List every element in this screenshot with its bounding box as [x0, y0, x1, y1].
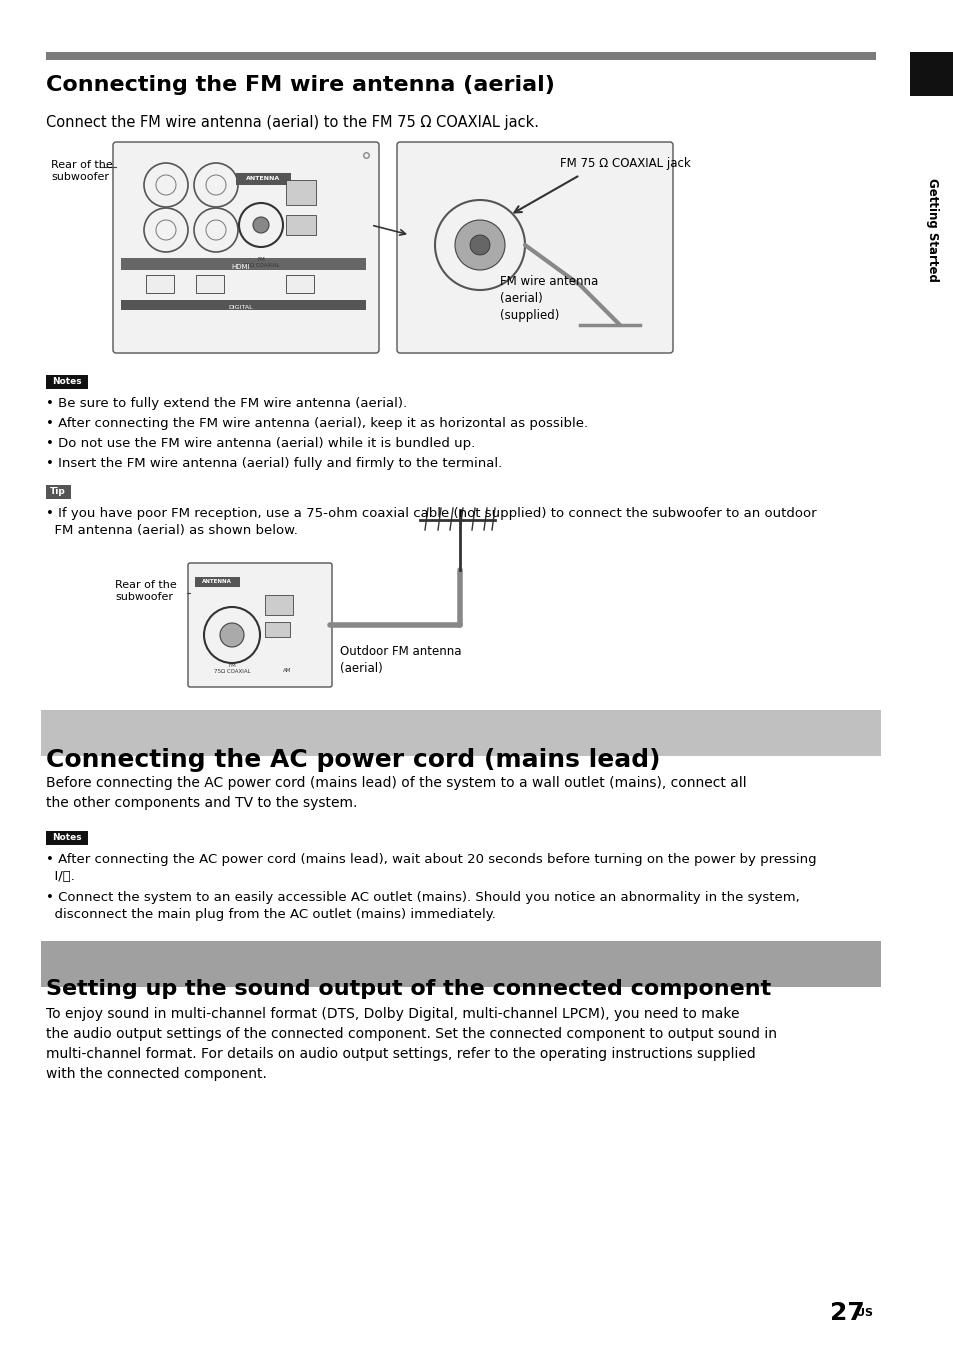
Circle shape	[253, 218, 269, 233]
Text: • If you have poor FM reception, use a 75-ohm coaxial cable (not supplied) to co: • If you have poor FM reception, use a 7…	[46, 507, 816, 537]
Bar	[46, 831, 88, 845]
Text: FM
75Ω COAXIAL: FM 75Ω COAXIAL	[213, 662, 250, 673]
Text: Rear of the
subwoofer: Rear of the subwoofer	[51, 160, 112, 181]
Bar	[41, 710, 880, 756]
Bar	[286, 180, 315, 206]
Text: US: US	[855, 1307, 872, 1318]
Text: To enjoy sound in multi-channel format (DTS, Dolby Digital, multi-channel LPCM),: To enjoy sound in multi-channel format (…	[46, 1007, 776, 1082]
Text: Setting up the sound output of the connected component: Setting up the sound output of the conne…	[46, 979, 770, 999]
Text: 27: 27	[829, 1301, 863, 1325]
Text: • Do not use the FM wire antenna (aerial) while it is bundled up.: • Do not use the FM wire antenna (aerial…	[46, 437, 475, 450]
Text: • Insert the FM wire antenna (aerial) fully and firmly to the terminal.: • Insert the FM wire antenna (aerial) fu…	[46, 457, 501, 470]
Bar	[286, 274, 314, 293]
FancyBboxPatch shape	[188, 562, 332, 687]
Bar	[46, 51, 875, 59]
Text: FM
75Ω COAXIAL: FM 75Ω COAXIAL	[242, 257, 279, 268]
Text: ANTENNA: ANTENNA	[246, 177, 280, 181]
Bar	[909, 51, 953, 96]
Text: Before connecting the AC power cord (mains lead) of the system to a wall outlet : Before connecting the AC power cord (mai…	[46, 776, 746, 810]
Circle shape	[470, 235, 490, 256]
Text: FM 75 Ω COAXIAL jack: FM 75 Ω COAXIAL jack	[559, 157, 690, 170]
Text: • Be sure to fully extend the FM wire antenna (aerial).: • Be sure to fully extend the FM wire an…	[46, 397, 407, 410]
Bar	[235, 173, 291, 185]
Text: HDMI: HDMI	[232, 264, 250, 270]
Bar	[286, 215, 315, 235]
Text: FM wire antenna
(aerial)
(supplied): FM wire antenna (aerial) (supplied)	[499, 274, 598, 322]
Text: Getting Started: Getting Started	[925, 178, 939, 283]
Bar	[46, 375, 88, 389]
Bar	[146, 274, 173, 293]
Text: Notes: Notes	[52, 833, 82, 842]
Bar	[121, 300, 366, 310]
FancyBboxPatch shape	[112, 142, 378, 353]
Text: AM: AM	[282, 668, 291, 673]
Text: Rear of the
subwoofer: Rear of the subwoofer	[115, 580, 176, 602]
Text: Connecting the AC power cord (mains lead): Connecting the AC power cord (mains lead…	[46, 748, 659, 772]
Bar	[41, 941, 880, 987]
Bar	[265, 622, 290, 637]
Text: Outdoor FM antenna
(aerial): Outdoor FM antenna (aerial)	[339, 645, 461, 675]
Text: DIGITAL: DIGITAL	[229, 306, 253, 310]
Text: • After connecting the FM wire antenna (aerial), keep it as horizontal as possib: • After connecting the FM wire antenna (…	[46, 416, 587, 430]
Circle shape	[220, 623, 244, 648]
Text: Notes: Notes	[52, 377, 82, 387]
Text: Tip: Tip	[51, 488, 66, 496]
Bar	[194, 577, 240, 587]
Bar	[265, 595, 293, 615]
Text: • Connect the system to an easily accessible AC outlet (mains). Should you notic: • Connect the system to an easily access…	[46, 891, 799, 921]
FancyBboxPatch shape	[396, 142, 672, 353]
Text: ANTENNA: ANTENNA	[202, 580, 232, 584]
Text: Connect the FM wire antenna (aerial) to the FM 75 Ω COAXIAL jack.: Connect the FM wire antenna (aerial) to …	[46, 115, 538, 130]
Circle shape	[455, 220, 504, 270]
Bar	[46, 485, 71, 499]
Text: Connecting the FM wire antenna (aerial): Connecting the FM wire antenna (aerial)	[46, 74, 555, 95]
Bar	[121, 258, 366, 270]
Bar	[195, 274, 224, 293]
Text: • After connecting the AC power cord (mains lead), wait about 20 seconds before : • After connecting the AC power cord (ma…	[46, 853, 816, 883]
